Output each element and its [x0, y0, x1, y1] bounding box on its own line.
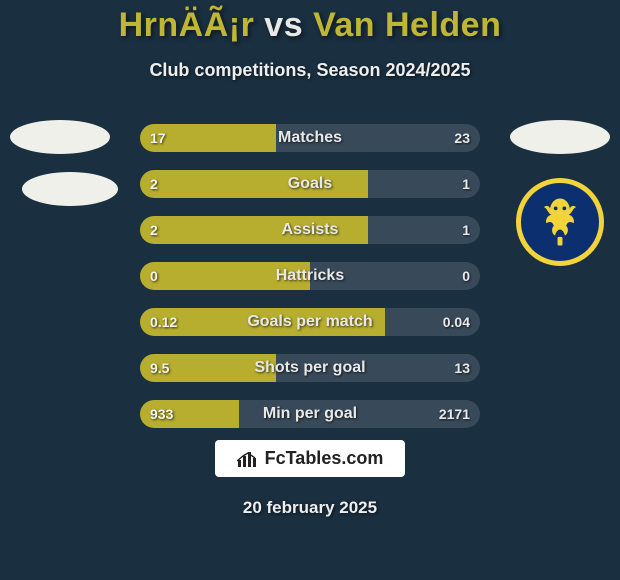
stat-value-right: 0.04 — [443, 308, 470, 336]
logo-text: FcTables.com — [265, 448, 384, 469]
stat-row: Min per goal9332171 — [140, 400, 480, 428]
footer-logo-wrap: FcTables.com — [0, 440, 620, 477]
player2-avatar-placeholder — [510, 120, 610, 154]
player1-club-placeholder — [22, 172, 118, 206]
date-text: 20 february 2025 — [0, 498, 620, 518]
title-vs: vs — [264, 6, 303, 44]
stat-value-left: 0.12 — [150, 308, 177, 336]
stat-value-left: 17 — [150, 124, 166, 152]
player1-avatar-placeholder — [10, 120, 110, 154]
bar-chart-icon — [237, 450, 259, 468]
stat-row: Assists21 — [140, 216, 480, 244]
stat-value-right: 1 — [462, 216, 470, 244]
player2-club-badge — [516, 178, 604, 266]
page-title: HrnÄÃ¡r vs Van Helden — [0, 6, 620, 45]
stat-value-right: 2171 — [439, 400, 470, 428]
stat-bar-right — [276, 124, 480, 152]
stat-bar-left — [140, 216, 368, 244]
stat-value-left: 2 — [150, 170, 158, 198]
stat-value-left: 933 — [150, 400, 173, 428]
comparison-bars: Matches1723Goals21Assists21Hattricks00Go… — [140, 124, 480, 446]
stat-bar-right — [310, 262, 480, 290]
club-eagle-icon — [529, 191, 591, 253]
stat-bar-left — [140, 262, 310, 290]
stat-row: Matches1723 — [140, 124, 480, 152]
stat-value-left: 9.5 — [150, 354, 169, 382]
stat-row: Goals21 — [140, 170, 480, 198]
stat-value-right: 1 — [462, 170, 470, 198]
stat-row: Goals per match0.120.04 — [140, 308, 480, 336]
title-player2: Van Helden — [313, 6, 501, 44]
stat-value-left: 2 — [150, 216, 158, 244]
title-player1: HrnÄÃ¡r — [119, 6, 255, 44]
subtitle: Club competitions, Season 2024/2025 — [0, 60, 620, 81]
stat-value-right: 13 — [454, 354, 470, 382]
fctables-logo: FcTables.com — [215, 440, 406, 477]
stat-value-right: 23 — [454, 124, 470, 152]
stat-bar-left — [140, 170, 368, 198]
stat-value-left: 0 — [150, 262, 158, 290]
stat-bar-right — [276, 354, 480, 382]
stat-row: Hattricks00 — [140, 262, 480, 290]
stat-value-right: 0 — [462, 262, 470, 290]
stat-row: Shots per goal9.513 — [140, 354, 480, 382]
